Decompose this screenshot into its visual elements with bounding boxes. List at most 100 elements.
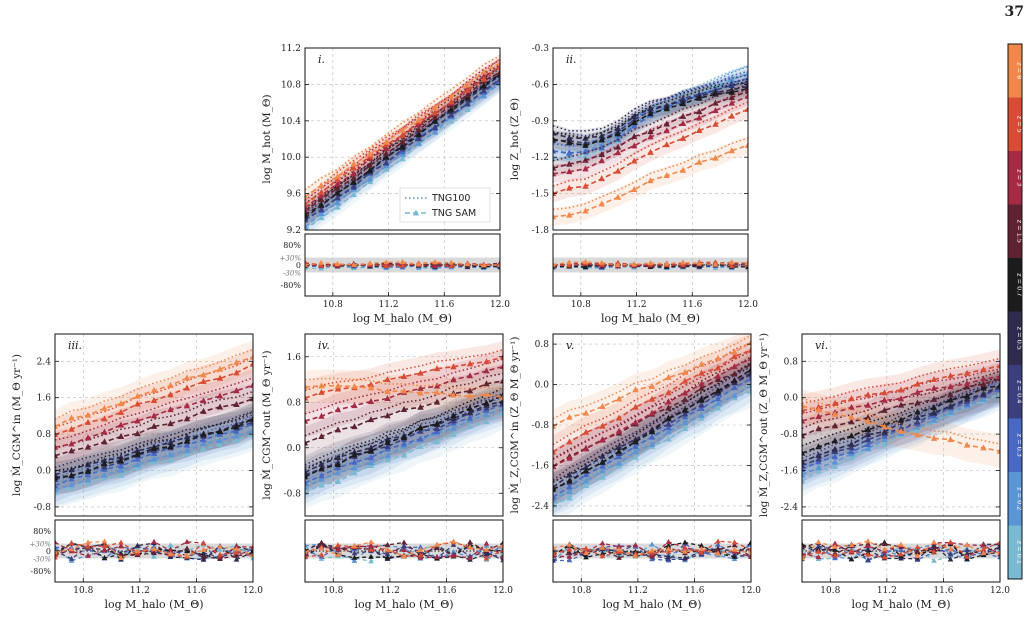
series-sam-point — [417, 369, 424, 376]
series-sam-point — [351, 383, 358, 390]
series-sam-point — [480, 75, 487, 82]
series-sam-point — [848, 454, 855, 461]
series-sam-point — [598, 200, 605, 207]
series-sam-point — [383, 150, 390, 157]
series-sam-point — [167, 438, 174, 445]
series-sam-point — [183, 402, 191, 409]
series-sam-point — [334, 180, 341, 187]
series-sam-point — [384, 387, 391, 394]
series-sam-point — [698, 396, 705, 403]
series-sam-point — [566, 139, 573, 146]
series-sam-point — [681, 396, 689, 403]
series-sam-point — [679, 100, 687, 107]
series-sam-point — [663, 141, 670, 148]
ratio-series-point — [68, 540, 75, 546]
series-sam-point — [632, 386, 639, 393]
ratio-series-point — [680, 259, 686, 265]
colorbar-segment — [1008, 365, 1022, 419]
series-sam-point — [930, 384, 938, 391]
series-sam-point — [117, 408, 125, 415]
series-sam-point — [216, 392, 224, 399]
ratio-tick-label: 80% — [283, 241, 301, 250]
ratio-series-point — [748, 539, 751, 545]
ratio-series-point — [500, 547, 503, 553]
series-sam-point — [55, 474, 59, 481]
ratio-series-point — [250, 551, 253, 557]
x-tick-label: 10.8 — [323, 300, 343, 310]
series-sam-point — [496, 72, 500, 79]
series-sam-point — [947, 383, 954, 390]
series-sam-point — [496, 59, 500, 66]
series-sam-point — [334, 406, 342, 413]
ratio-series-point — [151, 549, 157, 555]
series-sam-point — [55, 430, 59, 437]
ratio-series-point — [881, 551, 888, 557]
ratio-series-point — [815, 543, 822, 549]
series-sam-point — [117, 466, 125, 473]
y-tick-label: 2.4 — [37, 357, 52, 367]
series-sam-point — [696, 158, 703, 165]
ratio-series-point — [566, 541, 573, 547]
x-tick-label: 12.0 — [493, 586, 513, 596]
ratio-series-point — [318, 545, 325, 551]
series-sam-point — [614, 143, 622, 150]
x-axis-label: log M_halo (M_Θ) — [851, 598, 950, 611]
y-tick-label: 1.6 — [287, 353, 302, 363]
ratio-series-point — [384, 541, 391, 547]
panel-1: 9.2 9.6 10.0 10.4 10.8 11.2 i. log M_hot (M_Θ) T… — [261, 44, 510, 325]
y-tick-label: -1.8 — [532, 226, 550, 236]
series-sam-point — [582, 409, 590, 416]
series-sam-point — [599, 473, 606, 480]
ratio-series-point — [931, 548, 937, 554]
series-tng-line — [55, 356, 253, 428]
ratio-series-point — [964, 550, 970, 556]
series-sam-point — [448, 98, 455, 105]
series-sam-point — [582, 141, 589, 148]
series-sam-point — [696, 94, 703, 101]
series-sam-point — [384, 452, 391, 459]
ratio-series-point — [914, 555, 921, 561]
series-sam-point — [249, 415, 253, 422]
series-sam-point — [216, 428, 224, 435]
ratio-series-point — [250, 544, 253, 550]
series-sam-point — [350, 191, 357, 198]
ratio-series-point — [233, 543, 240, 549]
y-tick-label: 11.2 — [281, 44, 301, 54]
panel-3: -0.8 0.0 0.8 1.6 2.4 iii. log Ṁ_CGM^in (M_Θ yr… — [9, 333, 263, 611]
series-sam-point — [714, 387, 722, 394]
series-sam-point — [117, 457, 125, 464]
series-sam-point — [553, 493, 557, 500]
y-tick-label: 10.8 — [281, 80, 301, 90]
series-sam-point — [464, 105, 471, 112]
ratio-series-point — [914, 548, 921, 554]
series-sam-point — [318, 201, 325, 208]
ratio-series-point — [731, 542, 738, 548]
series-sam-point — [496, 62, 500, 69]
series-sam-point — [249, 427, 253, 434]
series-sam-point — [698, 369, 705, 376]
ratio-series-point — [599, 553, 606, 559]
ratio-tick-label: -80% — [31, 567, 52, 576]
series-sam-point — [996, 373, 1000, 380]
colorbar-label: z = 0.5 — [1015, 327, 1023, 350]
x-tick-label: 11.6 — [434, 300, 454, 310]
series-sam-point — [815, 413, 822, 420]
series-sam-point — [914, 413, 921, 420]
series-sam-point — [167, 391, 174, 398]
series-sam-point — [417, 427, 424, 434]
series-sam-point — [415, 126, 422, 133]
series-sam-point — [615, 427, 623, 434]
series-sam-point — [399, 155, 406, 162]
ratio-series-point — [815, 554, 822, 560]
ratio-series-point — [715, 546, 721, 552]
plot-area — [55, 334, 253, 516]
series-sam-point — [598, 136, 605, 143]
series-sam-point — [566, 160, 573, 167]
series-sam-point — [417, 389, 424, 396]
series-sam-point — [305, 484, 309, 491]
series-sam-point — [815, 467, 822, 474]
ratio-series-point — [665, 556, 672, 562]
series-sam-point — [366, 150, 374, 157]
series-sam-point — [55, 482, 59, 489]
series-sam-point — [450, 424, 457, 431]
